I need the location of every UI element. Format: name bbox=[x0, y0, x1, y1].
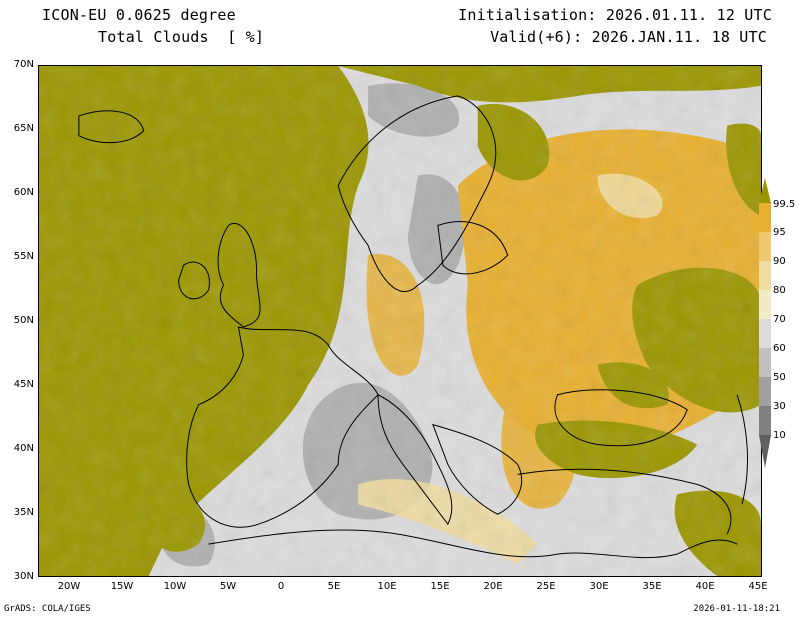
lon-label-25e: 25E bbox=[536, 581, 556, 592]
colorbar-bottom-triangle bbox=[759, 435, 771, 468]
lon-label-45e: 45E bbox=[748, 581, 768, 592]
lon-label-10e: 10E bbox=[377, 581, 397, 592]
cloud-cover-map bbox=[38, 65, 762, 577]
colorbar-band-70 bbox=[759, 290, 771, 319]
colorbar-top-triangle bbox=[759, 178, 771, 203]
colorbar-band-30 bbox=[759, 377, 771, 406]
lon-label-40e: 40E bbox=[695, 581, 715, 592]
colorbar-label-99-5: 99.5 bbox=[773, 199, 796, 210]
colorbar bbox=[759, 178, 771, 468]
lon-label-5w: 5W bbox=[219, 581, 237, 592]
initialisation-label: Initialisation: 2026.01.11. 12 UTC bbox=[458, 6, 772, 24]
colorbar-label-60: 60 bbox=[773, 343, 786, 354]
lat-label-55n: 55N bbox=[13, 251, 34, 262]
lat-label-40n: 40N bbox=[13, 443, 34, 454]
lon-label-10w: 10W bbox=[163, 581, 187, 592]
lon-label-15e: 15E bbox=[430, 581, 450, 592]
colorbar-band-60 bbox=[759, 319, 771, 348]
colorbar-label-70: 70 bbox=[773, 314, 786, 325]
colorbar-band-95 bbox=[759, 203, 771, 232]
colorbar-band-50 bbox=[759, 348, 771, 377]
lat-label-70n: 70N bbox=[13, 59, 34, 70]
colorbar-label-10: 10 bbox=[773, 430, 786, 441]
lon-label-20e: 20E bbox=[483, 581, 503, 592]
lat-label-35n: 35N bbox=[13, 507, 34, 518]
lon-label-35e: 35E bbox=[642, 581, 662, 592]
lat-label-60n: 60N bbox=[13, 187, 34, 198]
colorbar-band-90 bbox=[759, 232, 771, 261]
model-title: ICON-EU 0.0625 degree bbox=[42, 6, 236, 24]
colorbar-label-30: 30 bbox=[773, 401, 786, 412]
variable-title: Total Clouds [ %] bbox=[98, 28, 265, 46]
colorbar-band-10 bbox=[759, 406, 771, 435]
colorbar-label-90: 90 bbox=[773, 256, 786, 267]
colorbar-label-80: 80 bbox=[773, 285, 786, 296]
lat-label-65n: 65N bbox=[13, 123, 34, 134]
lon-label-30e: 30E bbox=[589, 581, 609, 592]
lat-label-45n: 45N bbox=[13, 379, 34, 390]
coastlines bbox=[78, 95, 748, 559]
texture-overlay bbox=[39, 66, 761, 576]
render-timestamp: 2026-01-11-18:21 bbox=[693, 604, 780, 614]
valid-time-label: Valid(+6): 2026.JAN.11. 18 UTC bbox=[490, 28, 767, 46]
lon-label-0: 0 bbox=[277, 581, 285, 592]
lon-label-5e: 5E bbox=[327, 581, 341, 592]
colorbar-label-95: 95 bbox=[773, 227, 786, 238]
lon-label-20w: 20W bbox=[57, 581, 81, 592]
colorbar-band-80 bbox=[759, 261, 771, 290]
lat-label-30n: 30N bbox=[13, 571, 34, 582]
grads-credit: GrADS: COLA/IGES bbox=[4, 604, 91, 614]
colorbar-label-50: 50 bbox=[773, 372, 786, 383]
lon-label-15w: 15W bbox=[110, 581, 134, 592]
lat-label-50n: 50N bbox=[13, 315, 34, 326]
